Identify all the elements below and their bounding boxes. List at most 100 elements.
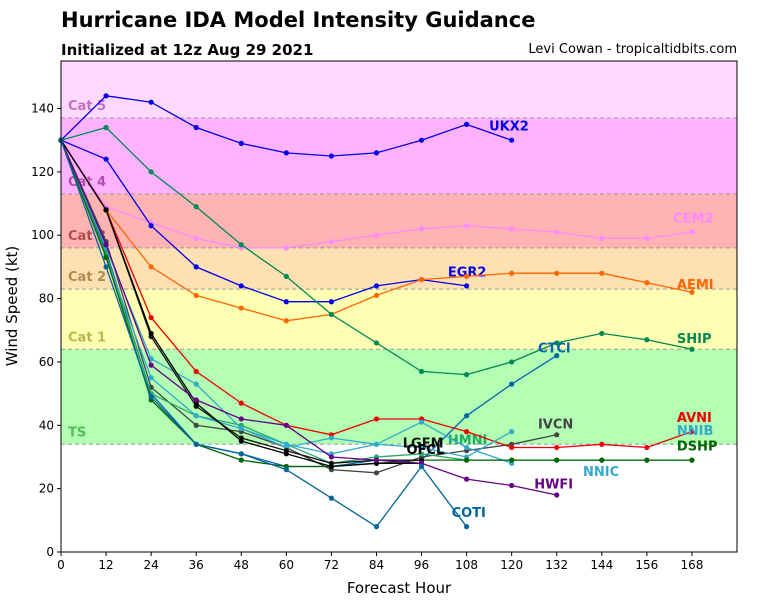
series-point-hwfi: [103, 242, 109, 248]
series-point-ukx2: [418, 137, 425, 143]
series-point-ship: [283, 273, 289, 280]
y-tick-label: 60: [39, 355, 54, 369]
series-point-hwfi: [193, 397, 199, 403]
series-point-dshp: [689, 457, 695, 463]
series-point-avni: [373, 416, 380, 422]
series-point-hwfi: [464, 476, 470, 482]
series-point-ukx2: [464, 121, 470, 127]
series-point-nnic: [373, 441, 380, 447]
series-point-aemi: [644, 280, 650, 286]
series-point-ship: [464, 372, 470, 378]
y-tick-label: 120: [31, 165, 54, 179]
chart-title: Hurricane IDA Model Intensity Guidance: [61, 8, 536, 32]
series-point-ukx2: [328, 153, 334, 159]
series-point-nnib: [193, 381, 199, 387]
series-point-egr2: [283, 299, 289, 305]
series-point-coti: [418, 463, 425, 470]
band-label-cat-1: Cat 1: [68, 330, 106, 345]
x-tick-label: 84: [369, 558, 384, 572]
series-point-ship: [644, 337, 650, 343]
series-point-ofcl: [148, 330, 154, 337]
series-point-cem2: [554, 229, 560, 235]
series-point-nnib: [418, 419, 425, 425]
series-point-nnic: [238, 425, 244, 432]
x-tick-label: 60: [279, 558, 294, 572]
series-point-avni: [509, 444, 515, 451]
series-label-ukx2: UKX2: [489, 120, 529, 135]
series-point-hwfi: [148, 362, 154, 368]
x-tick-label: 108: [455, 558, 478, 572]
x-tick-label: 36: [189, 558, 204, 572]
series-point-ship: [509, 359, 515, 365]
series-point-coti: [193, 441, 199, 447]
series-label-coti: COTI: [452, 506, 486, 521]
series-point-ctci: [464, 413, 470, 419]
series-label-nnib: NNIB: [677, 424, 714, 439]
series-point-coti: [464, 524, 470, 530]
series-point-ofcl: [328, 463, 334, 470]
series-point-avni: [689, 429, 695, 435]
series-point-nnic: [509, 429, 515, 435]
series-point-avni: [554, 444, 560, 451]
series-point-cem2: [599, 235, 605, 241]
series-point-ship: [689, 346, 695, 352]
series-point-aemi: [599, 270, 605, 276]
band-label-cat-2: Cat 2: [68, 270, 106, 285]
y-tick-label: 40: [39, 418, 54, 432]
x-tick-label: 0: [57, 558, 65, 572]
series-point-dshp: [464, 457, 470, 463]
series-label-ofcl: OFCL: [407, 443, 445, 458]
series-point-ofcl: [283, 451, 289, 457]
series-point-ukx2: [148, 99, 154, 105]
y-tick-label: 20: [39, 482, 54, 496]
series-point-ivcn: [193, 422, 199, 428]
y-tick-label: 140: [31, 102, 54, 116]
series-point-aemi: [554, 270, 560, 276]
series-point-aemi: [148, 264, 154, 270]
band-cat-1: [61, 289, 737, 350]
series-point-ukx2: [103, 93, 109, 99]
series-point-hwfi: [509, 482, 515, 489]
series-label-lgem: LGEM: [403, 436, 444, 451]
series-point-ship: [148, 169, 154, 175]
series-point-ukx2: [283, 150, 289, 156]
x-tick-label: 144: [590, 558, 613, 572]
series-point-dshp: [644, 457, 650, 463]
series-point-egr2: [328, 299, 334, 305]
series-label-nnic: NNIC: [583, 465, 619, 480]
series-point-cem2: [644, 235, 650, 241]
series-point-ship: [554, 340, 560, 346]
y-tick-label: 100: [31, 228, 54, 242]
series-point-egr2: [373, 283, 380, 289]
series-point-hwfi: [238, 416, 244, 422]
series-point-aemi: [238, 305, 244, 311]
x-tick-label: 12: [98, 558, 113, 572]
series-point-hwfi: [554, 492, 560, 498]
series-label-hmni: HMNI: [448, 433, 488, 448]
series-label-ivcn: IVCN: [538, 417, 573, 432]
series-line-egr2: [60, 139, 467, 303]
series-point-dshp: [599, 457, 605, 463]
series-point-egr2: [238, 283, 244, 289]
x-tick-label: 120: [500, 558, 523, 572]
series-point-egr2: [103, 156, 109, 162]
series-label-aemi: AEMI: [677, 278, 714, 293]
series-point-ctci: [554, 353, 560, 359]
series-label-avni: AVNI: [677, 411, 712, 426]
series-point-nnic: [193, 413, 199, 419]
series-point-hwfi: [283, 422, 289, 428]
band-cat-5: [61, 61, 737, 119]
series-point-egr2: [193, 264, 199, 270]
x-tick-label: 96: [414, 558, 429, 572]
x-tick-label: 168: [680, 558, 703, 572]
series-point-aemi: [193, 292, 199, 299]
series-point-ship: [373, 340, 380, 346]
series-point-egr2: [148, 223, 154, 229]
series-point-aemi: [418, 276, 425, 283]
band-label-ts: TS: [68, 425, 86, 440]
band-cat-3: [61, 194, 737, 248]
y-axis-label: Wind Speed (kt): [3, 246, 21, 367]
x-tick-label: 156: [635, 558, 658, 572]
series-point-avni: [238, 400, 244, 406]
